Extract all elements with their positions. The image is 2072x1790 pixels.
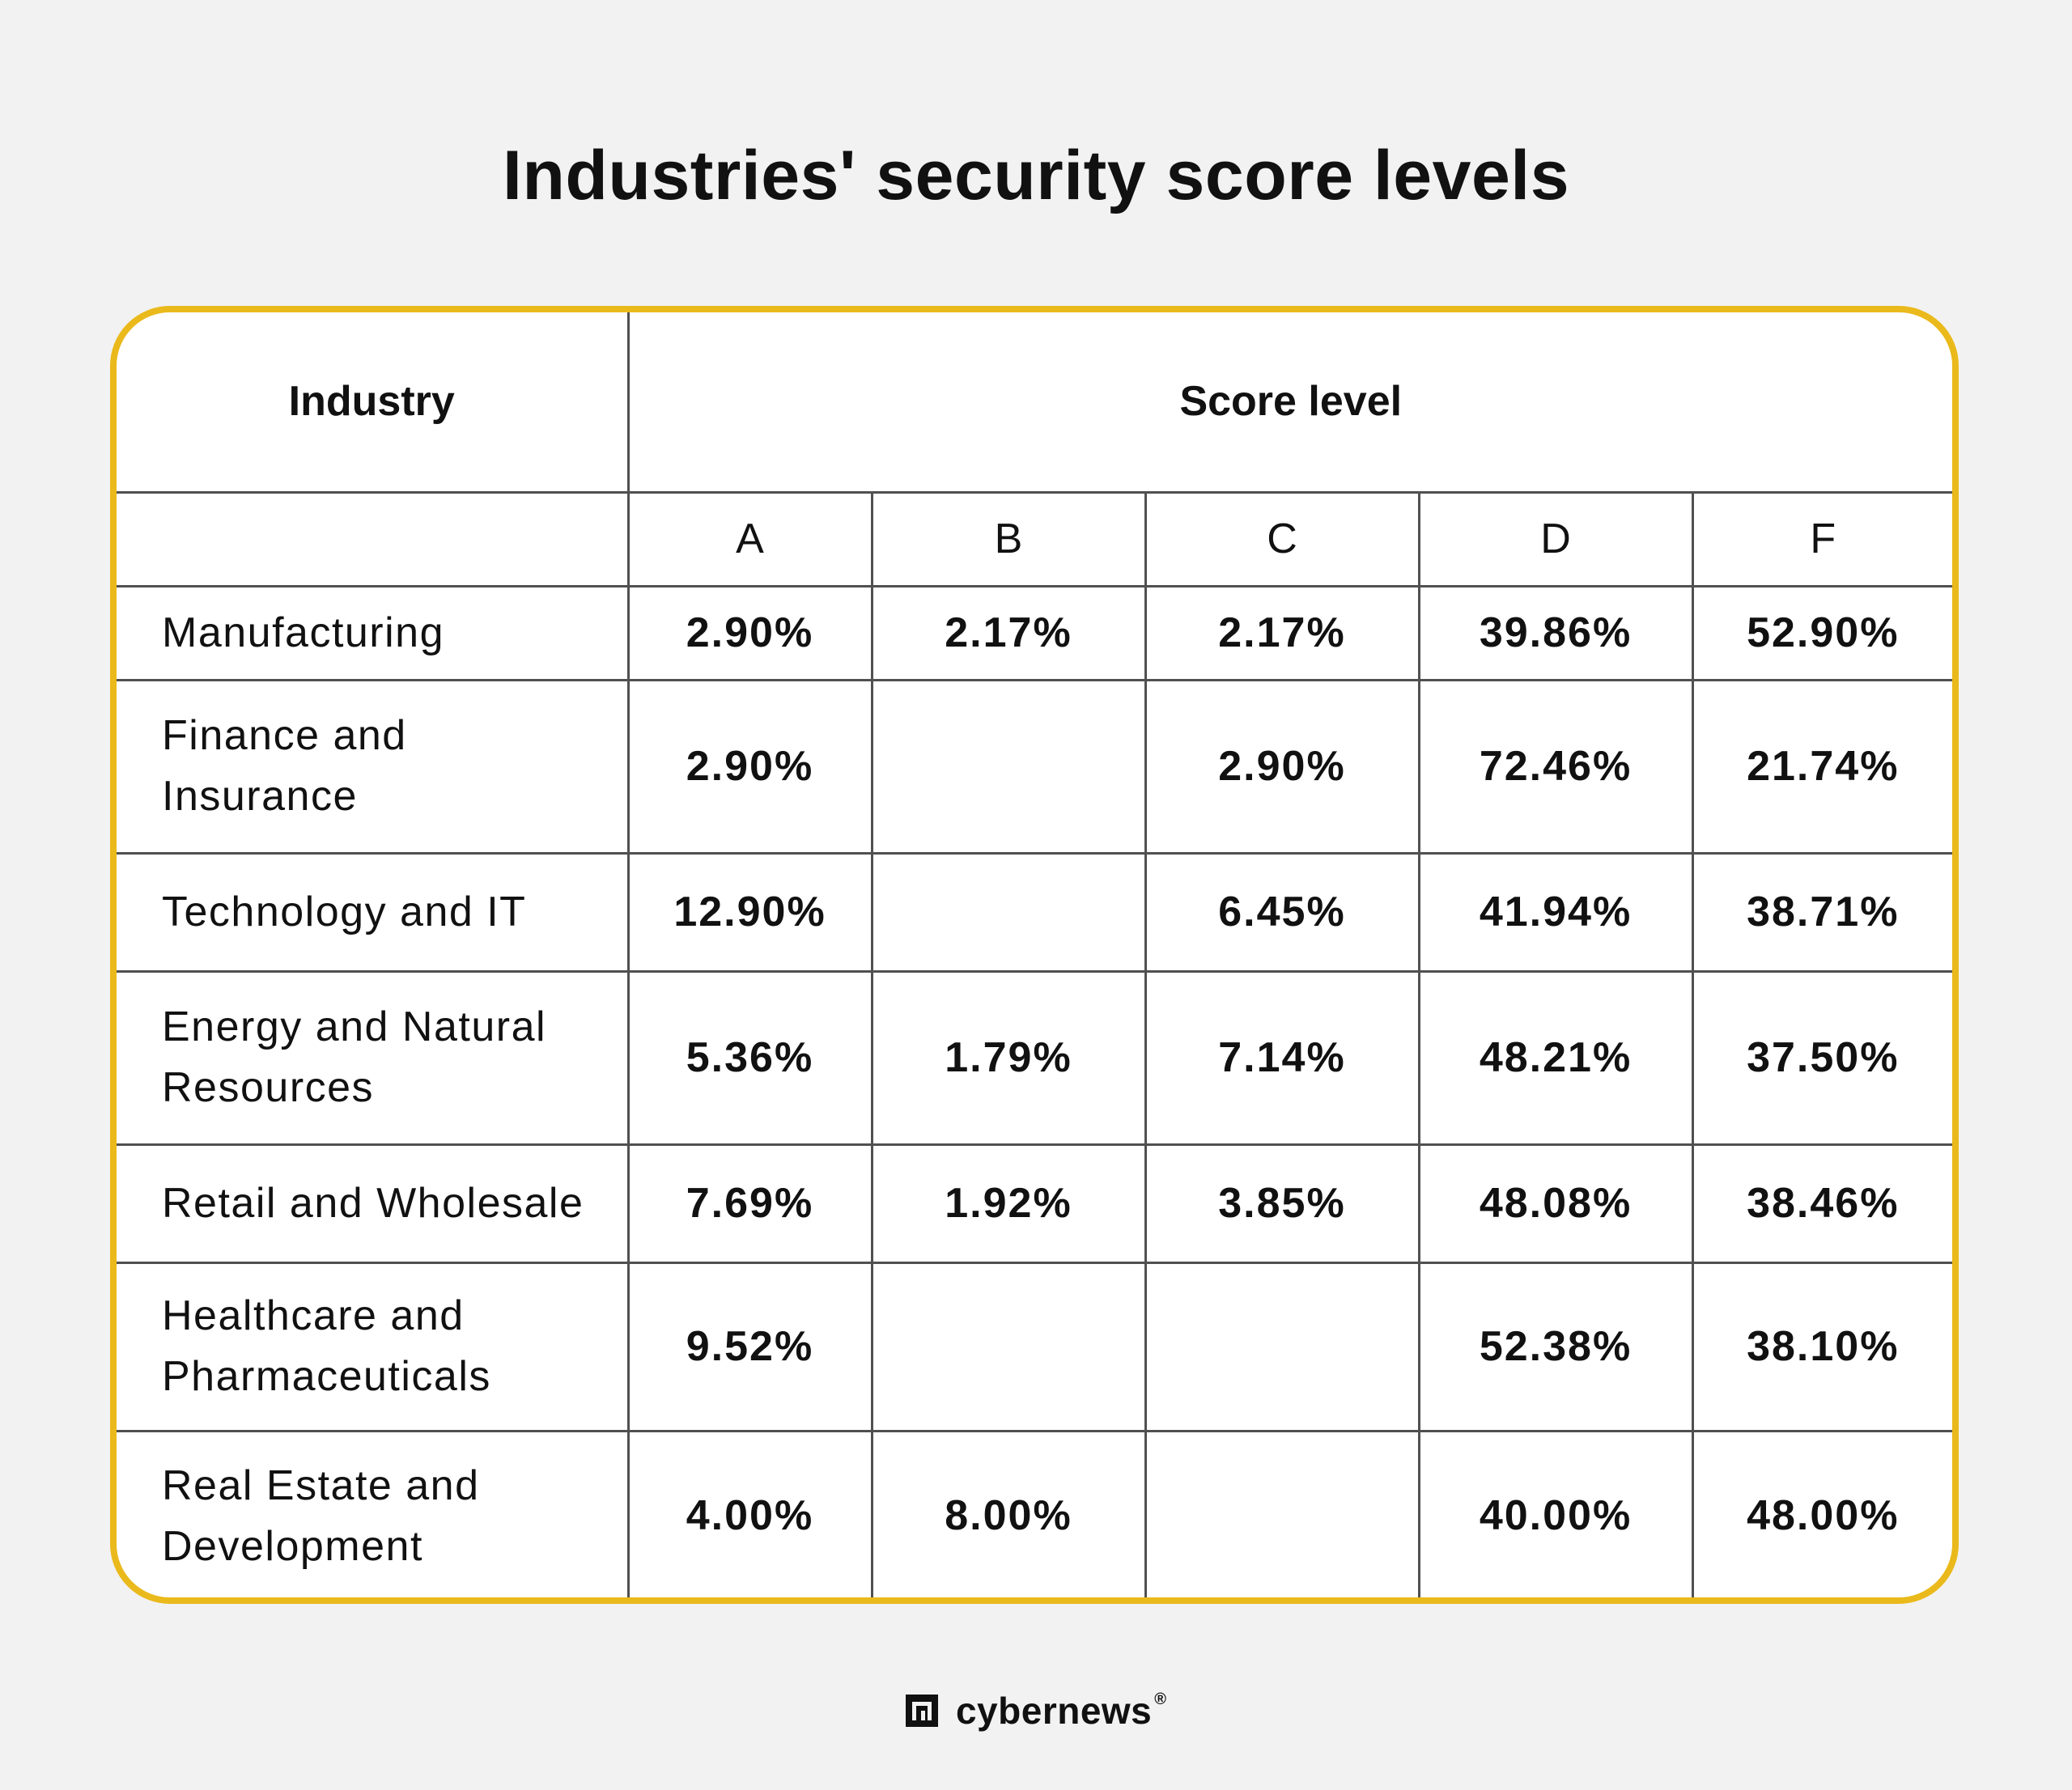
grade-a-header: A bbox=[626, 490, 873, 587]
grade-f-value-cell: 37.50% bbox=[1691, 969, 1952, 1146]
grade-a-value-cell: 5.36% bbox=[626, 969, 873, 1146]
grade-f-value-cell: 38.46% bbox=[1691, 1143, 1952, 1264]
empty-corner-cell bbox=[117, 490, 630, 587]
grade-a-value-cell: 2.90% bbox=[626, 584, 873, 681]
grade-d-value-cell: 72.46% bbox=[1417, 678, 1694, 855]
grade-b-value-cell: 8.00% bbox=[870, 1429, 1147, 1597]
score-level-header: Score level bbox=[626, 312, 1952, 494]
grade-c-header: C bbox=[1144, 490, 1420, 587]
grade-f-value-cell: 38.10% bbox=[1691, 1261, 1952, 1432]
industry-name-cell: Manufacturing bbox=[117, 584, 630, 681]
cybernews-logo-icon bbox=[905, 1695, 938, 1727]
registered-mark: ® bbox=[1154, 1690, 1167, 1708]
grade-letter-row: A B C D F bbox=[117, 490, 1952, 587]
chart-title: Industries' security score levels bbox=[502, 137, 1570, 214]
industry-name-cell: Healthcare and Pharmaceuticals bbox=[117, 1261, 630, 1432]
grade-c-value-cell bbox=[1144, 1261, 1420, 1432]
grade-a-value-cell: 12.90% bbox=[626, 851, 873, 973]
grade-c-value-cell: 2.17% bbox=[1144, 584, 1420, 681]
grade-f-value-cell: 52.90% bbox=[1691, 584, 1952, 681]
grade-d-value-cell: 41.94% bbox=[1417, 851, 1694, 973]
footer-logo: cybernews ® bbox=[0, 1685, 2072, 1737]
grade-f-value-cell: 38.71% bbox=[1691, 851, 1952, 973]
grade-c-value-cell: 7.14% bbox=[1144, 969, 1420, 1146]
grade-c-value-cell: 6.45% bbox=[1144, 851, 1420, 973]
grade-d-header: D bbox=[1417, 490, 1694, 587]
industry-column-header: Industry bbox=[117, 312, 630, 494]
grade-d-value-cell: 48.08% bbox=[1417, 1143, 1694, 1264]
grade-d-value-cell: 40.00% bbox=[1417, 1429, 1694, 1597]
grade-b-value-cell bbox=[870, 1261, 1147, 1432]
industry-name-cell: Retail and Wholesale bbox=[117, 1143, 630, 1264]
grade-f-value-cell: 48.00% bbox=[1691, 1429, 1952, 1597]
grade-b-value-cell bbox=[870, 851, 1147, 973]
table-row: Retail and Wholesale 7.69% 1.92% 3.85% 48.08… bbox=[117, 1143, 1952, 1264]
grade-c-value-cell: 3.85% bbox=[1144, 1143, 1420, 1264]
grade-b-value-cell bbox=[870, 678, 1147, 855]
grade-a-value-cell: 9.52% bbox=[626, 1261, 873, 1432]
grade-d-value-cell: 48.21% bbox=[1417, 969, 1694, 1146]
table-row: Technology and IT 12.90% 6.45% 41.94% 38.71% bbox=[117, 851, 1952, 973]
grade-f-value-cell: 21.74% bbox=[1691, 678, 1952, 855]
score-table: Industry Score level A B C D F Manufactu… bbox=[117, 312, 1952, 1597]
table-row: Finance and Insurance 2.90% 2.90% 72.46% 21.… bbox=[117, 678, 1952, 855]
grade-a-value-cell: 7.69% bbox=[626, 1143, 873, 1264]
grade-d-value-cell: 52.38% bbox=[1417, 1261, 1694, 1432]
industry-name-cell: Technology and IT bbox=[117, 851, 630, 973]
table-row: Healthcare and Pharmaceuticals 9.52% 52.38… bbox=[117, 1261, 1952, 1432]
table-row: Manufacturing 2.90% 2.17% 2.17% 39.86% 52.90% bbox=[117, 584, 1952, 681]
grade-f-header: F bbox=[1691, 490, 1952, 587]
grade-d-value-cell: 39.86% bbox=[1417, 584, 1694, 681]
grade-a-value-cell: 4.00% bbox=[626, 1429, 873, 1597]
grade-b-value-cell: 2.17% bbox=[870, 584, 1147, 681]
grade-a-value-cell: 2.90% bbox=[626, 678, 873, 855]
score-table-frame: Industry Score level A B C D F Manufactu… bbox=[110, 306, 1959, 1604]
table-row: Energy and Natural Resources 5.36% 1.79% 7.… bbox=[117, 969, 1952, 1146]
header-row: Industry Score level bbox=[117, 312, 1952, 494]
grade-b-header: B bbox=[870, 490, 1147, 587]
brand-name: cybernews bbox=[955, 1690, 1153, 1732]
grade-c-value-cell bbox=[1144, 1429, 1420, 1597]
grade-b-value-cell: 1.79% bbox=[870, 969, 1147, 1146]
grade-c-value-cell: 2.90% bbox=[1144, 678, 1420, 855]
table-row: Real Estate and Development 4.00% 8.00% 40.… bbox=[117, 1429, 1952, 1597]
industry-name-cell: Finance and Insurance bbox=[117, 678, 630, 855]
industry-name-cell: Energy and Natural Resources bbox=[117, 969, 630, 1146]
industry-name-cell: Real Estate and Development bbox=[117, 1429, 630, 1597]
grade-b-value-cell: 1.92% bbox=[870, 1143, 1147, 1264]
